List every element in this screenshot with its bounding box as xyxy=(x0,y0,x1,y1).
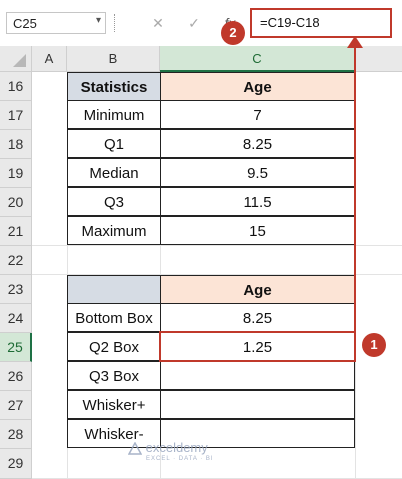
step-badge-2: 2 xyxy=(221,21,245,45)
formula-input[interactable]: =C19-C18 xyxy=(250,8,392,38)
table2-row-label[interactable]: Bottom Box xyxy=(67,303,161,332)
column-header-c[interactable]: C xyxy=(160,46,355,72)
table1-header-value[interactable]: Age xyxy=(160,72,355,101)
row-header-27[interactable]: 27 xyxy=(0,391,32,420)
row-header-29[interactable]: 29 xyxy=(0,449,32,479)
table1-row-value[interactable]: 8.25 xyxy=(160,129,355,158)
table2-row-label[interactable]: Whisker+ xyxy=(67,390,161,419)
table1-header-label[interactable]: Statistics xyxy=(67,72,161,101)
column-header-a[interactable]: A xyxy=(32,46,67,72)
column-header-b[interactable]: B xyxy=(67,46,160,72)
table2-row-value[interactable] xyxy=(160,390,355,419)
table2-header-label[interactable] xyxy=(67,275,161,304)
table1-row-label[interactable]: Minimum xyxy=(67,100,161,129)
gridline xyxy=(32,245,402,246)
row-header-16[interactable]: 16 xyxy=(0,72,32,101)
watermark-name: exceldemy xyxy=(145,440,208,455)
name-box[interactable]: C25 ▾ xyxy=(6,12,106,34)
row-header-25[interactable]: 25 xyxy=(0,333,32,362)
arrow-up-icon xyxy=(347,36,363,48)
select-all-triangle-icon xyxy=(13,54,26,67)
table1-row-label[interactable]: Median xyxy=(67,158,161,187)
formula-bar: C25 ▾ ✕ ✓ fx =C19-C18 xyxy=(0,0,402,47)
table2-row-value[interactable]: 8.25 xyxy=(160,303,355,332)
row-header-24[interactable]: 24 xyxy=(0,304,32,333)
table1-row-label[interactable]: Q3 xyxy=(67,187,161,216)
table1-row-label[interactable]: Maximum xyxy=(67,216,161,245)
row-header-17[interactable]: 17 xyxy=(0,101,32,130)
row-header-23[interactable]: 23 xyxy=(0,275,32,304)
column-header-d[interactable] xyxy=(355,46,402,72)
watermark: exceldemy EXCEL · DATA · BI xyxy=(127,440,258,462)
table2-row-label[interactable]: Q3 Box xyxy=(67,361,161,390)
cancel-icon[interactable]: ✕ xyxy=(152,15,164,31)
row-header-18[interactable]: 18 xyxy=(0,130,32,159)
active-cell-highlight xyxy=(159,331,356,362)
chevron-down-icon[interactable]: ▾ xyxy=(95,15,101,26)
table2-row-value[interactable] xyxy=(160,419,355,448)
annotation-arrow-line xyxy=(354,43,356,331)
gridline xyxy=(32,274,402,275)
table2-header-value[interactable]: Age xyxy=(160,275,355,304)
table1-row-value[interactable]: 15 xyxy=(160,216,355,245)
formula-text: =C19-C18 xyxy=(260,15,320,30)
table1-row-value[interactable]: 7 xyxy=(160,100,355,129)
name-box-value: C25 xyxy=(13,16,37,31)
exceldemy-logo-icon xyxy=(127,440,143,455)
table1-row-label[interactable]: Q1 xyxy=(67,129,161,158)
worksheet: A B C 16 17 18 19 20 21 22 23 24 25 26 2… xyxy=(0,36,402,479)
row-header-26[interactable]: 26 xyxy=(0,362,32,391)
enter-icon[interactable]: ✓ xyxy=(188,15,200,31)
table1-row-value[interactable]: 9.5 xyxy=(160,158,355,187)
select-all-corner[interactable] xyxy=(0,46,32,72)
row-header-28[interactable]: 28 xyxy=(0,420,32,449)
table1-row-value[interactable]: 11.5 xyxy=(160,187,355,216)
table2-row-value[interactable] xyxy=(160,361,355,390)
table2-row-label[interactable]: Q2 Box xyxy=(67,332,161,361)
row-header-20[interactable]: 20 xyxy=(0,188,32,217)
row-header-22[interactable]: 22 xyxy=(0,246,32,275)
step-badge-1: 1 xyxy=(362,333,386,357)
row-header-21[interactable]: 21 xyxy=(0,217,32,246)
formula-bar-divider xyxy=(114,14,117,32)
watermark-tagline: EXCEL · DATA · BI xyxy=(146,455,214,462)
row-header-19[interactable]: 19 xyxy=(0,159,32,188)
